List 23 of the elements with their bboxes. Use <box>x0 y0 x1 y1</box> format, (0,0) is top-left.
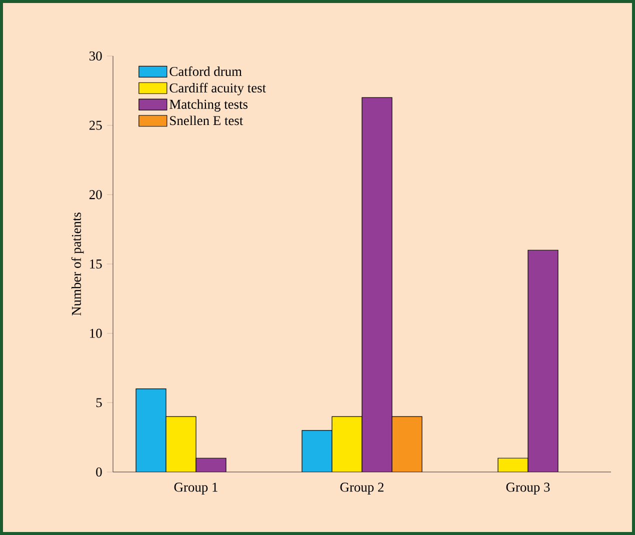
bar <box>196 458 226 472</box>
bar <box>498 458 528 472</box>
bar <box>302 430 332 472</box>
x-tick-label: Group 2 <box>340 482 384 494</box>
bar <box>136 388 166 472</box>
legend-label: Matching tests <box>170 99 248 112</box>
y-tick-label: 30 <box>90 51 102 61</box>
y-tick-label: 25 <box>89 120 102 130</box>
bar <box>166 416 196 472</box>
legend-label: Catford drum <box>170 66 242 76</box>
y-tick-label: 5 <box>96 398 102 408</box>
x-tick-label: Group 3 <box>506 482 550 494</box>
bar <box>362 98 392 472</box>
bar <box>332 416 362 472</box>
y-tick-label: 15 <box>90 259 102 268</box>
y-tick-label: 0 <box>96 467 102 477</box>
y-axis-title: Number of patients <box>71 212 84 316</box>
x-tick-label: Group 1 <box>174 482 218 494</box>
y-tick-label: 20 <box>89 190 102 200</box>
bar <box>528 250 558 472</box>
y-tick-label: 10 <box>90 328 102 338</box>
legend-label: Snellen E test <box>170 116 244 126</box>
legend-label: Cardiff acuity test <box>170 82 266 96</box>
